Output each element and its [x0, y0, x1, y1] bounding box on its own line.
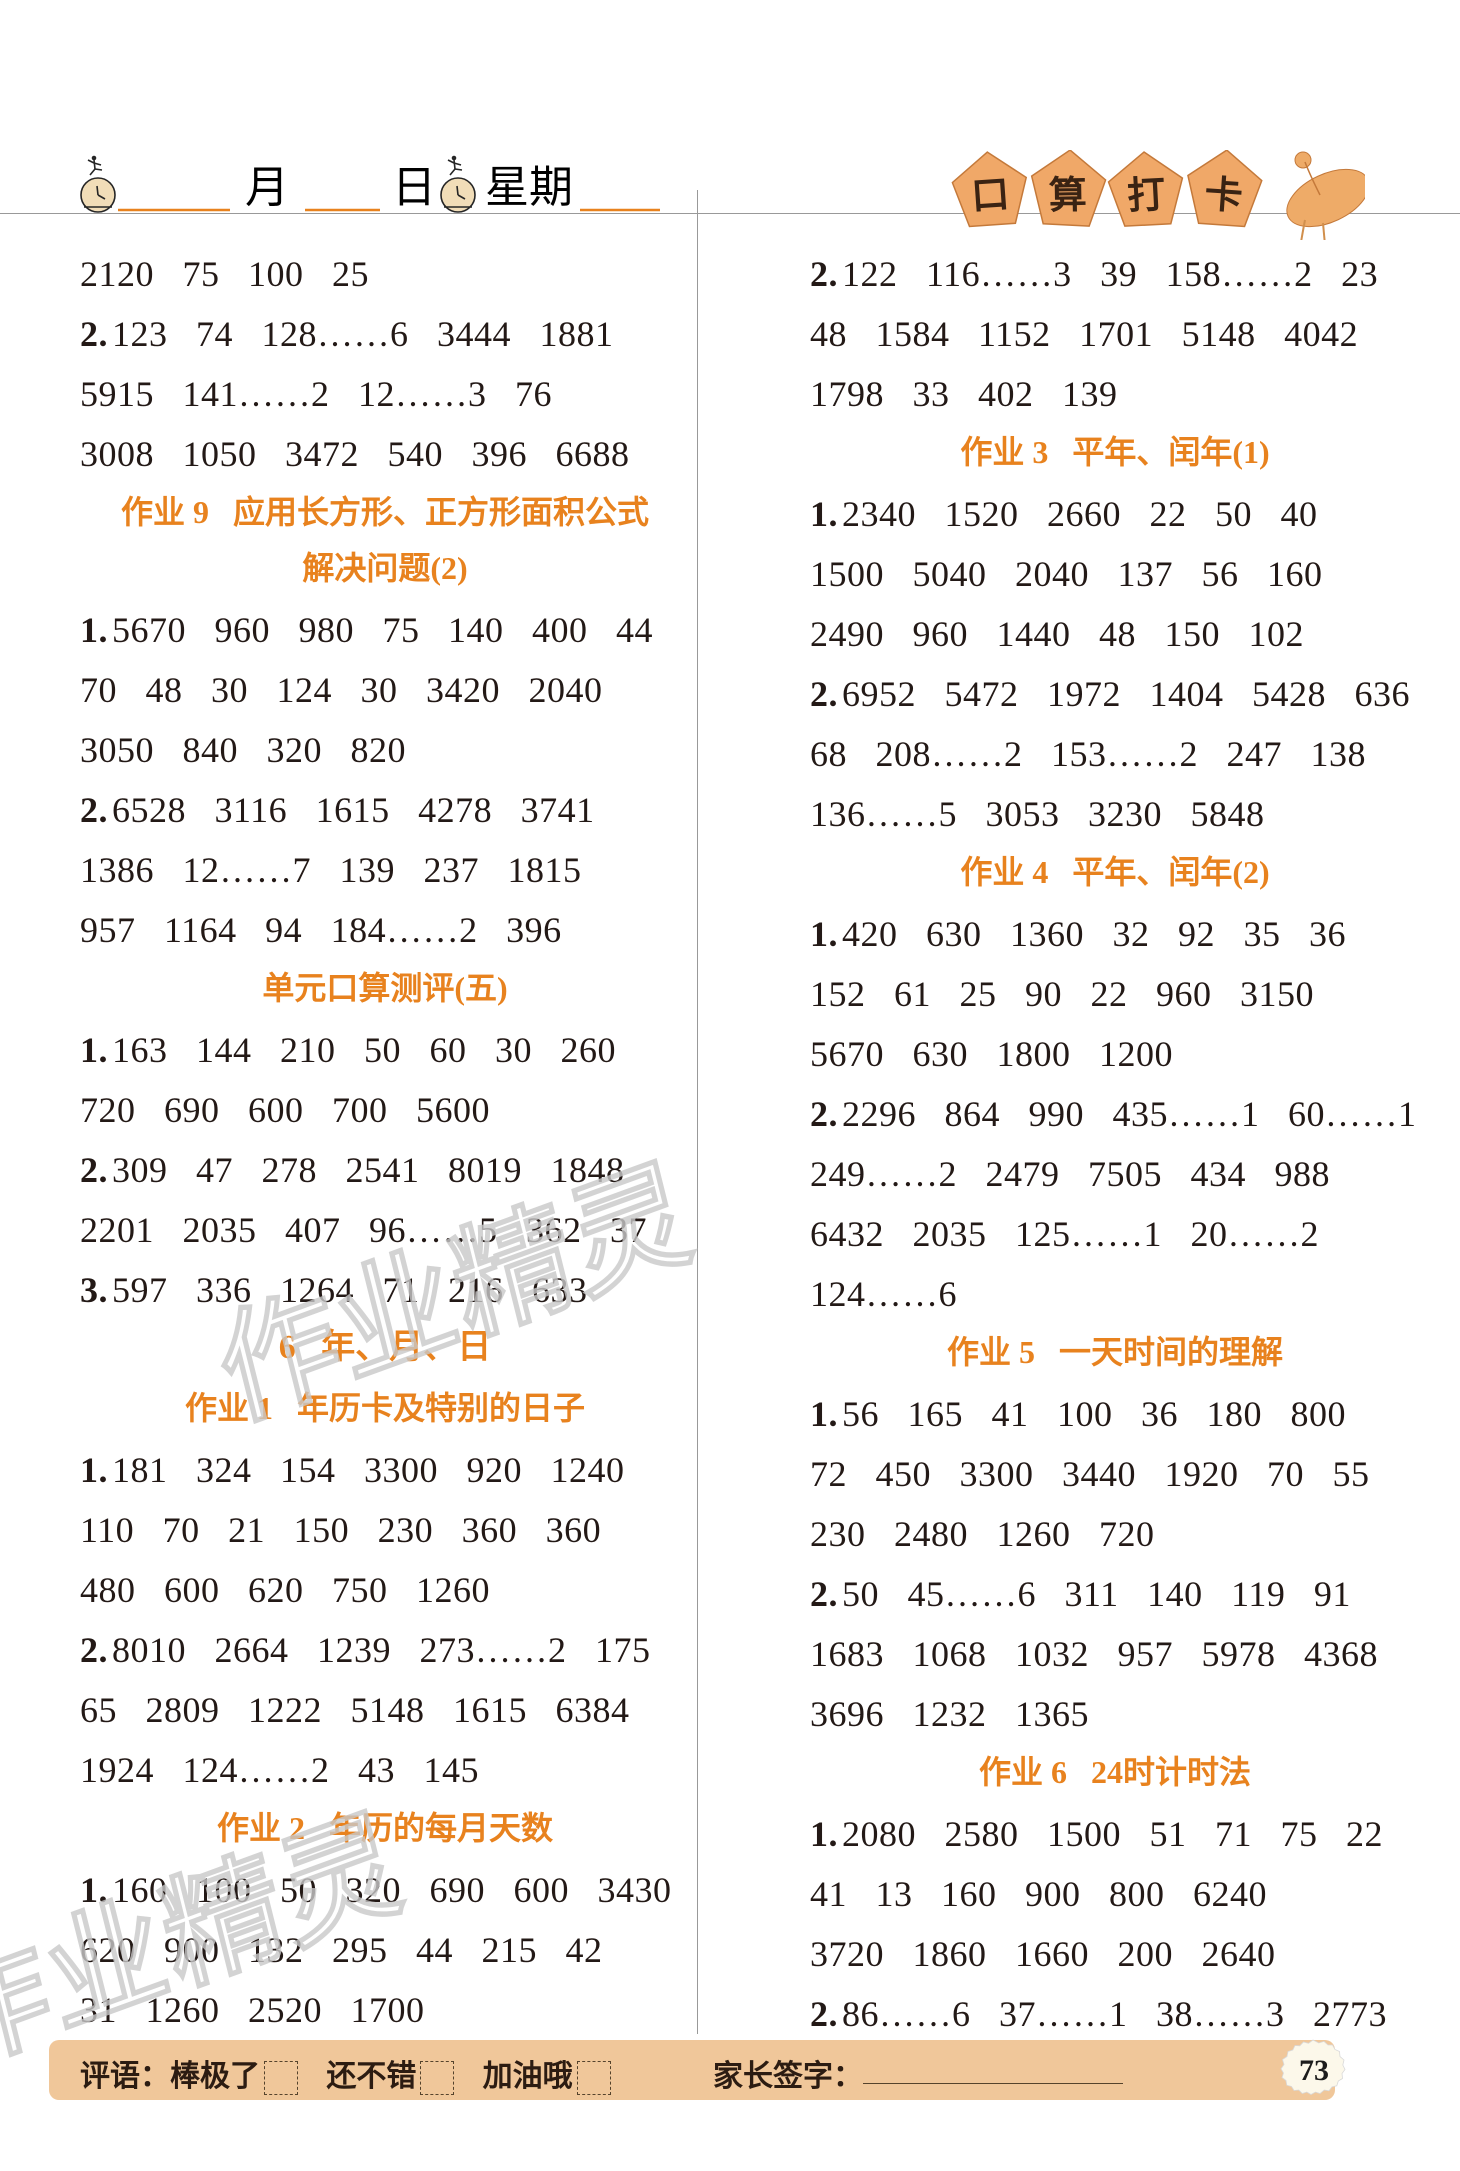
svg-text:打: 打 — [1126, 174, 1166, 218]
svg-text:作业精灵: 作业精灵 — [0, 1800, 415, 2080]
svg-text:口: 口 — [970, 174, 1011, 219]
svg-text:算: 算 — [1048, 175, 1087, 218]
svg-text:星期: 星期 — [485, 163, 573, 212]
svg-text:作业精灵: 作业精灵 — [206, 1150, 705, 1430]
svg-text:月: 月 — [245, 163, 289, 212]
svg-text:日: 日 — [392, 163, 436, 212]
svg-text:73: 73 — [1299, 2054, 1329, 2087]
svg-text:卡: 卡 — [1203, 174, 1244, 219]
